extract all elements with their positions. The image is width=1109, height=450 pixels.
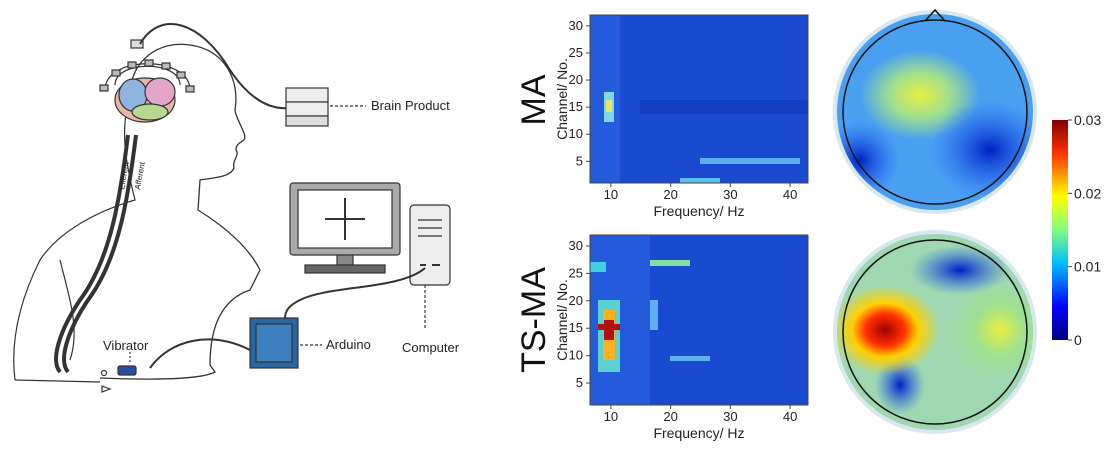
y-tick-label: 5 <box>576 375 583 390</box>
x-tick-label: 20 <box>663 187 677 202</box>
y-tick-label: 20 <box>569 72 583 87</box>
x-tick-label: 20 <box>663 409 677 424</box>
row-label: TS-MA <box>515 267 553 373</box>
label-afferent: Afferent <box>133 161 147 191</box>
y-tick-label: 10 <box>569 126 583 141</box>
x-tick-label: 10 <box>604 409 618 424</box>
setup-diagram <box>13 23 451 393</box>
y-axis-label: Channel/ No. <box>554 58 570 140</box>
y-tick-label: 20 <box>569 293 583 308</box>
topoplot-ma <box>833 8 1037 214</box>
x-tick-label: 40 <box>783 187 797 202</box>
topoplot-ts-ma <box>833 230 1037 434</box>
heatmap-ma <box>590 15 808 183</box>
x-tick-label: 30 <box>723 409 737 424</box>
x-tick-label: 30 <box>723 187 737 202</box>
y-tick-label: 25 <box>569 265 583 280</box>
x-axis-label: Frequency/ Hz <box>653 203 744 219</box>
y-tick-label: 25 <box>569 45 583 60</box>
label-vibrator: Vibrator <box>103 338 149 353</box>
x-tick-label: 10 <box>604 187 618 202</box>
label-computer: Computer <box>402 340 460 355</box>
y-tick-label: 30 <box>569 238 583 253</box>
colorbar-tick-label: 0.03 <box>1074 112 1101 128</box>
label-arduino: Arduino <box>326 337 371 352</box>
heatmap-ts-ma <box>590 235 808 405</box>
y-tick-label: 15 <box>569 320 583 335</box>
y-tick-label: 10 <box>569 348 583 363</box>
x-axis-label: Frequency/ Hz <box>653 425 744 441</box>
y-tick-label: 5 <box>576 153 583 168</box>
plot-frame <box>589 14 809 184</box>
y-tick-label: 30 <box>569 18 583 33</box>
colorbar <box>1052 120 1068 340</box>
x-tick-label: 40 <box>783 409 797 424</box>
plot-frame <box>589 234 809 406</box>
y-axis-label: Channel/ No. <box>554 279 570 361</box>
colorbar-tick-label: 0.02 <box>1074 185 1101 201</box>
row-label: MA <box>515 74 553 125</box>
y-tick-label: 15 <box>569 99 583 114</box>
colorbar-tick-label: 0.01 <box>1074 259 1101 275</box>
colorbar-tick-label: 0 <box>1074 332 1082 348</box>
label-brain-product: Brain Product <box>371 98 450 113</box>
